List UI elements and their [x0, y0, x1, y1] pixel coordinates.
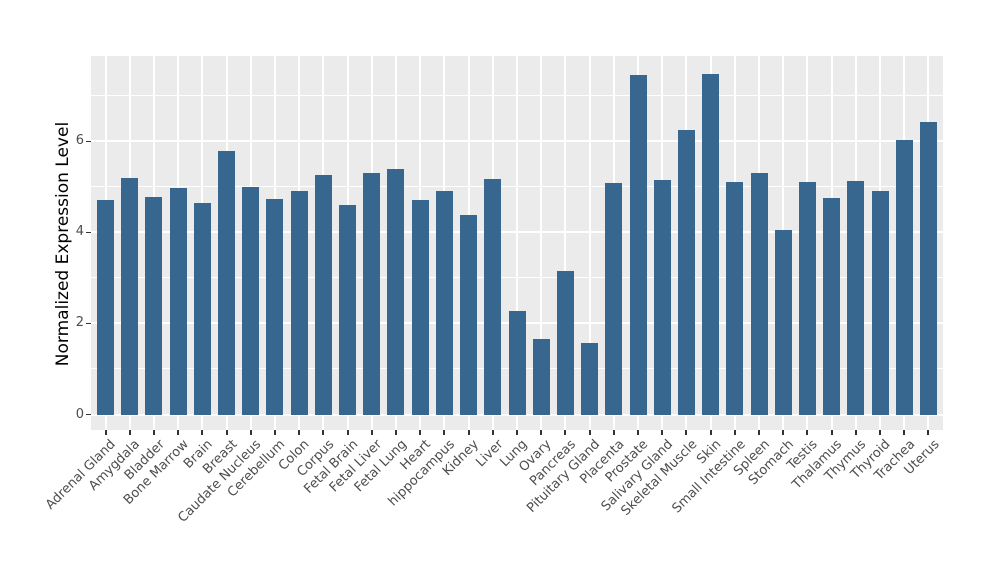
x-tick-mark [564, 430, 567, 435]
bar-pituitary-gland [581, 342, 599, 415]
bar-adrenal-gland [97, 200, 115, 415]
bar-amygdala [121, 177, 139, 415]
bar-ovary [532, 339, 550, 415]
x-tick-mark [782, 430, 785, 435]
y-tick-mark [86, 322, 91, 324]
bar-testis [798, 182, 816, 415]
x-tick-mark [346, 430, 349, 435]
bar-breast [218, 151, 236, 415]
x-tick-mark [443, 430, 446, 435]
bar-liver [484, 178, 502, 415]
bar-corpus [314, 175, 332, 415]
bar-heart [411, 200, 429, 415]
x-tick-mark [128, 430, 131, 435]
y-axis-title: Normalized Expression Level [53, 121, 73, 367]
bar-stomach [774, 230, 792, 415]
x-tick-mark [637, 430, 640, 435]
x-tick-mark [733, 430, 736, 435]
x-tick-mark [152, 430, 155, 435]
x-tick-mark [491, 430, 494, 435]
x-tick-mark [298, 430, 301, 435]
x-tick-mark [394, 430, 397, 435]
x-tick-mark [467, 430, 470, 435]
x-tick-mark [249, 430, 252, 435]
y-tick-mark [86, 140, 91, 142]
x-tick-mark [322, 430, 325, 435]
bar-pancreas [556, 271, 574, 415]
y-tick-label: 0 [75, 406, 84, 422]
bar-salivary-gland [653, 179, 671, 415]
x-tick-mark [370, 430, 373, 435]
bar-thalamus [823, 197, 841, 415]
bar-bone-marrow [169, 188, 187, 415]
bar-thyroid [871, 191, 889, 415]
bar-skeletal-muscle [677, 130, 695, 415]
x-tick-mark [661, 430, 664, 435]
bar-fetal-lung [387, 169, 405, 415]
y-tick-mark [86, 231, 91, 233]
bar-thymus [847, 181, 865, 415]
bar-trachea [895, 140, 913, 415]
plot-panel [91, 56, 943, 430]
x-tick-mark [201, 430, 204, 435]
bar-kidney [460, 215, 478, 415]
bar-uterus [919, 122, 937, 415]
y-tick-label: 6 [75, 133, 84, 149]
y-tick-label: 2 [75, 315, 84, 331]
x-tick-mark [419, 430, 422, 435]
x-tick-mark [177, 430, 180, 435]
vertical-gridline [588, 56, 591, 430]
bar-fetal-liver [363, 173, 381, 415]
bar-placenta [605, 183, 623, 415]
bar-prostate [629, 75, 647, 415]
bar-spleen [750, 172, 768, 415]
x-tick-mark [879, 430, 882, 435]
bar-cerebellum [266, 199, 284, 415]
x-tick-mark [758, 430, 761, 435]
x-tick-mark [612, 430, 615, 435]
bar-caudate-nucleus [242, 186, 260, 415]
vertical-gridline [540, 56, 543, 430]
x-tick-mark [854, 430, 857, 435]
x-tick-mark [104, 430, 107, 435]
bar-lung [508, 311, 526, 415]
x-tick-mark [588, 430, 591, 435]
vertical-gridline [516, 56, 518, 430]
bar-small-intestine [726, 181, 744, 415]
x-tick-mark [927, 430, 930, 435]
x-tick-mark [516, 430, 518, 435]
bar-brain [193, 202, 211, 415]
x-tick-mark [225, 430, 228, 435]
x-tick-mark [709, 430, 712, 435]
x-tick-mark [806, 430, 809, 435]
x-tick-mark [903, 430, 906, 435]
vertical-gridline [564, 56, 567, 430]
y-tick-label: 4 [75, 224, 84, 240]
x-tick-mark [273, 430, 276, 435]
bar-skin [702, 74, 720, 415]
y-tick-mark [86, 414, 91, 415]
bar-fetal-brain [339, 204, 357, 415]
x-tick-mark [540, 430, 543, 435]
bar-colon [290, 191, 308, 415]
bar-hippocampus [435, 190, 453, 415]
bar-bladder [145, 196, 163, 415]
x-tick-mark [830, 430, 833, 435]
x-tick-mark [685, 430, 688, 435]
